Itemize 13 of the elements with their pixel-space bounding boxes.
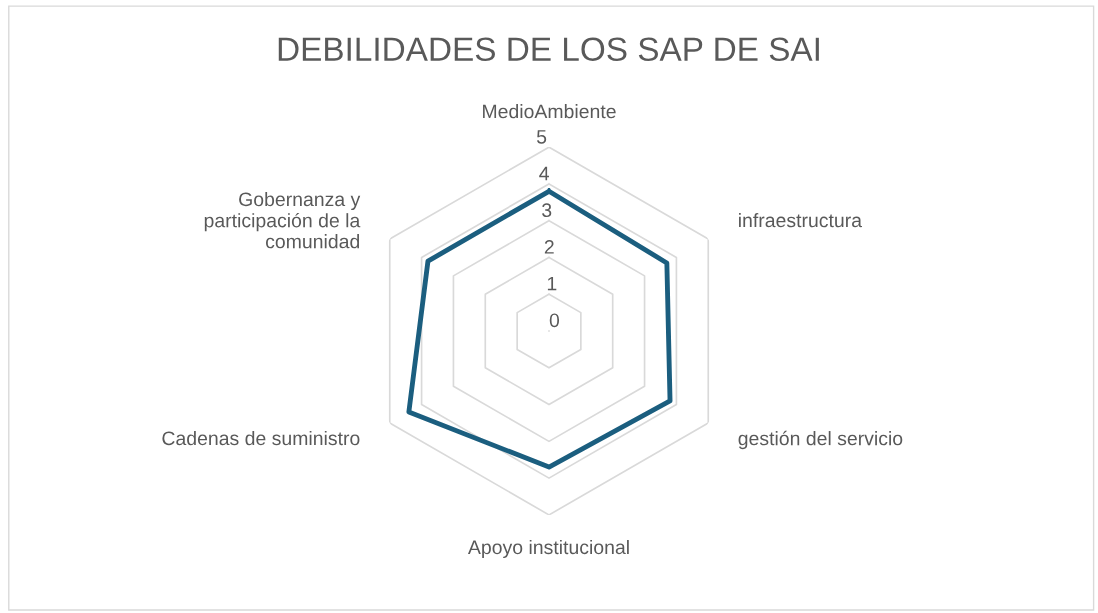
spoke-label: Gobernanza y participación de la comunidad — [204, 191, 361, 249]
spoke-label: Cadenas de suministro — [162, 430, 360, 446]
spoke-label: gestión del servicio — [738, 430, 903, 450]
y-tick-label: 2 — [544, 240, 554, 254]
y-tick-label: 1 — [547, 276, 557, 291]
spoke-label: infraestructura — [739, 212, 863, 228]
spoke-label: MedioAmbiente — [483, 104, 616, 119]
y-tick-label: 0 — [549, 313, 560, 328]
y-tick-label: 4 — [539, 166, 549, 181]
spoke-label: Apoyo institucional — [467, 539, 629, 559]
y-tick-label: 3 — [542, 203, 552, 218]
y-tick-label: 5 — [536, 130, 547, 144]
chart-title: DEBILIDADES DE LOS SAP DE SAI — [278, 37, 819, 62]
